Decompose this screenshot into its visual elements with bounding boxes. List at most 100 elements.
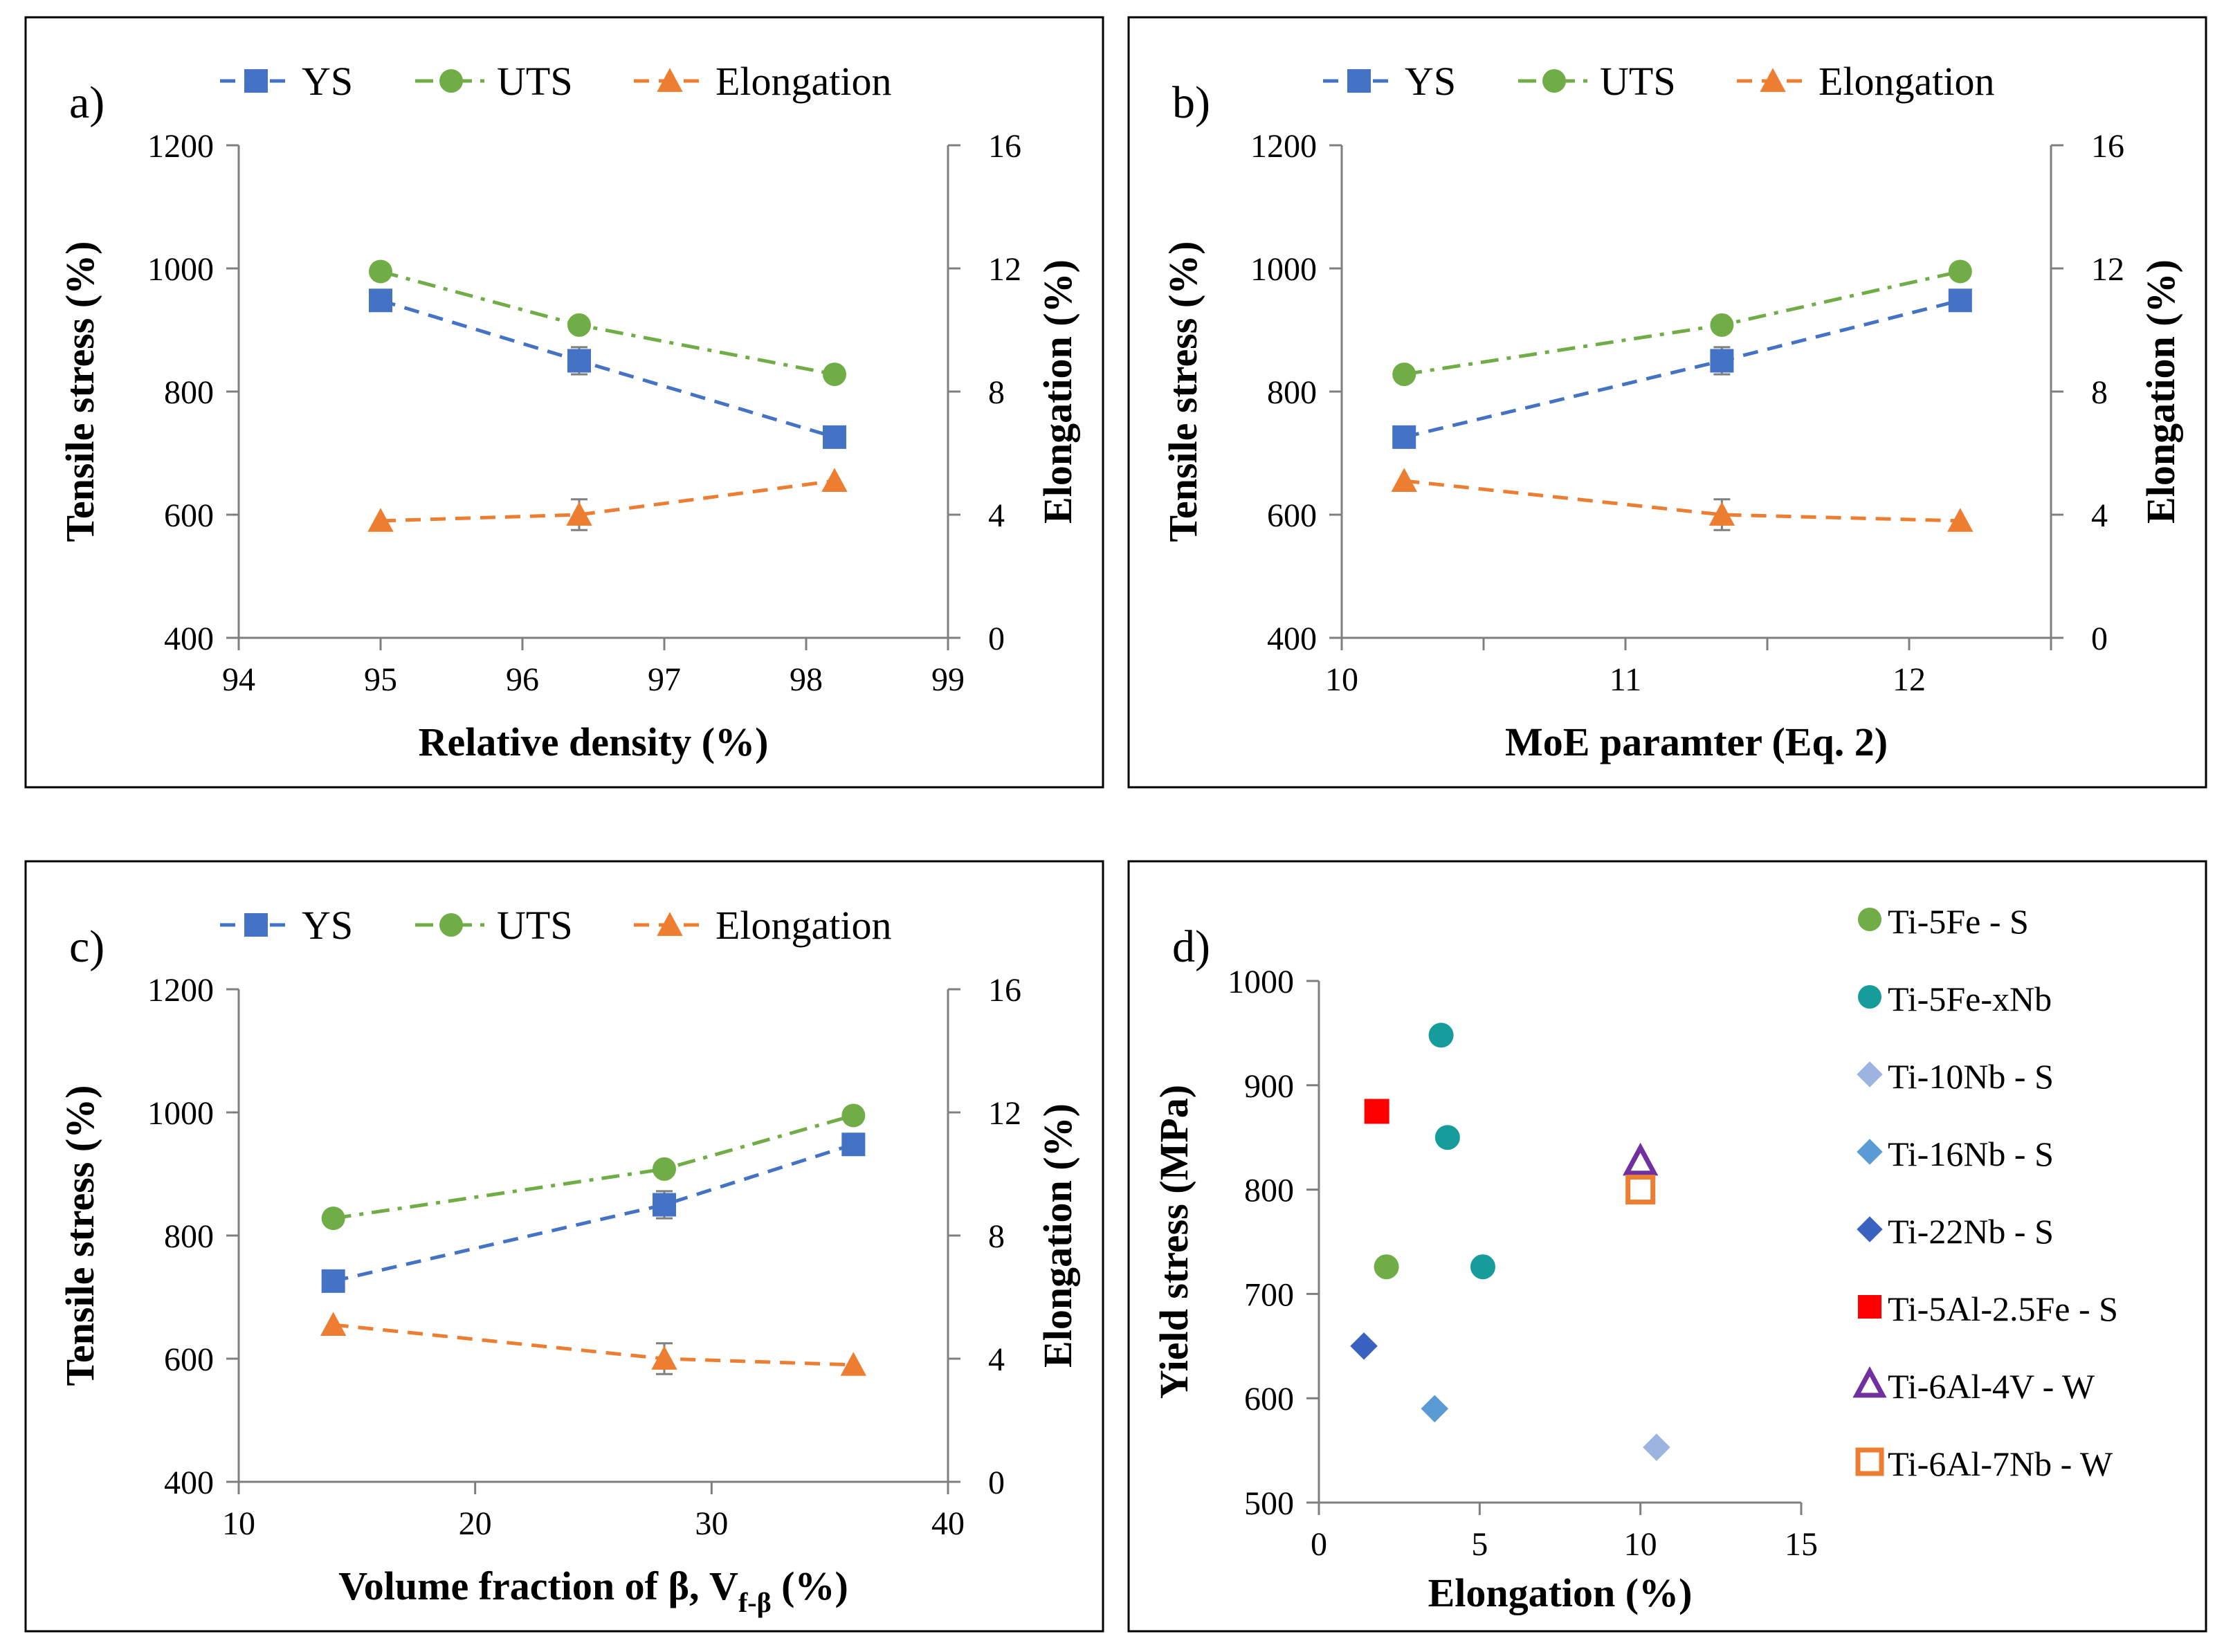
panel-b: b) 400 600 800 1000 1200 10 11 12 Tensile stress … [1127,16,2207,789]
y2-tick-label: 4 [988,497,1005,534]
x-tick-label: 11 [1610,661,1641,698]
y2-tick-label: 12 [988,251,1021,288]
legend-label: Ti-16Nb - S [1888,1135,2054,1173]
panel-label: c) [69,921,104,972]
legend-marker [1858,985,1881,1009]
y-axis-label: Tensile stress (%) [1160,241,1205,542]
x-tick-label: 97 [648,661,681,698]
series-line [333,1142,855,1283]
x-tick-label: 10 [1624,1526,1657,1563]
legend-marker [244,69,268,93]
x-tick-label: 12 [1893,661,1926,698]
data-point [369,259,392,284]
legend-label: UTS [1600,59,1676,104]
panel-a: a) 400 600 800 1000 1200 94 95 96 97 98 99 Tensile s… [24,16,1104,789]
x-axis-label-sub: f-β [738,1587,772,1618]
panel-label: b) [1172,77,1210,128]
y-tick-label: 1200 [147,128,214,165]
y-tick-label: 400 [164,621,214,657]
y-tick-label: 600 [1267,497,1317,534]
legend-label: Elongation [1819,59,1995,104]
legend-label: Elongation [715,903,892,948]
data-point [567,313,591,337]
y-tick-label: 400 [1267,621,1317,657]
y2-tick-label: 12 [988,1095,1021,1132]
legend: YS UTS Elongation [220,903,892,948]
legend-marker [657,912,683,936]
panel-label: d) [1172,921,1210,972]
series-ti-10nb-s [1643,1433,1670,1461]
y2-tick-label: 16 [988,128,1021,165]
data-point [566,502,592,526]
data-point [1392,362,1416,387]
data-point [840,1352,867,1376]
x-tick-label: 10 [1325,661,1358,698]
x-tick-label: 96 [506,661,539,698]
data-point [367,508,394,532]
legend-marker [1760,68,1786,92]
series-ys [321,1132,866,1293]
y-axis-label: Tensile stress (%) [57,1085,102,1386]
data-point [651,1346,677,1370]
data-point [1625,1175,1656,1205]
legend-label: UTS [497,59,573,104]
series-ti-22nb-s [1350,1332,1378,1360]
y2-tick-label: 0 [988,1465,1005,1501]
panel-frame [1127,860,2207,1633]
legend-marker [439,69,463,93]
data-point [653,1157,676,1181]
legend-marker [1542,69,1566,93]
legend-label: Ti-22Nb - S [1888,1212,2054,1251]
y-tick-label: 800 [164,1218,214,1255]
x-axis-label: MoE paramter (Eq. 2) [1505,719,1888,764]
legend-label: YS [1405,59,1456,104]
panel-frame [1127,16,2207,789]
y2-tick-label: 4 [2091,497,2108,534]
legend: Ti-5Fe - S Ti-5Fe-xNb Ti-10Nb - S Ti-16Nb -… [1852,902,2118,1483]
x-tick-label: 0 [1311,1526,1327,1563]
y-axis-label: Tensile stress (%) [57,241,102,542]
y-tick-label: 400 [164,1465,214,1501]
data-point [1643,1433,1670,1461]
data-point [1622,1142,1659,1176]
data-point [1392,425,1416,449]
x-tick-label: 40 [931,1505,965,1542]
data-point [823,362,846,387]
legend-marker [1852,1366,1887,1398]
y-tick-label: 1000 [147,1095,214,1132]
data-point [1428,1022,1454,1048]
data-point [823,425,846,449]
y2-tick-label: 12 [2091,251,2124,288]
data-point [321,1206,345,1231]
x-axis-label-tail: (%) [772,1563,848,1608]
legend-label: UTS [497,903,573,948]
series-line [380,298,835,439]
y-tick-label: 800 [1267,374,1317,411]
legend-marker [1855,1447,1884,1476]
y-tick-label: 1000 [1228,964,1294,1000]
y-tick-label: 1200 [1250,128,1317,165]
legend: YS UTS Elongation [1323,59,1995,104]
series-line [333,1114,855,1220]
series-uts [321,1103,866,1231]
data-point [321,1269,345,1293]
y-tick-label: 600 [1244,1381,1294,1417]
legend-label: YS [302,903,353,948]
y-tick-label: 1000 [147,251,214,288]
data-point [320,1312,347,1336]
panel-frame [24,860,1104,1633]
series-elongation [320,1312,867,1376]
x-tick-label: 95 [364,661,397,698]
series-line [1403,479,1960,523]
y2-axis-label: Elongation (%) [2138,259,2183,524]
series-ys [369,288,846,449]
data-point [841,1132,866,1157]
data-point [1948,259,1972,284]
x-tick-label: 10 [222,1505,255,1542]
y-tick-label: 800 [1244,1173,1294,1209]
data-point [1710,349,1734,373]
series-ti-6al-7nb-w [1625,1175,1656,1205]
y-tick-label: 900 [1244,1068,1294,1105]
y-tick-label: 700 [1244,1276,1294,1313]
